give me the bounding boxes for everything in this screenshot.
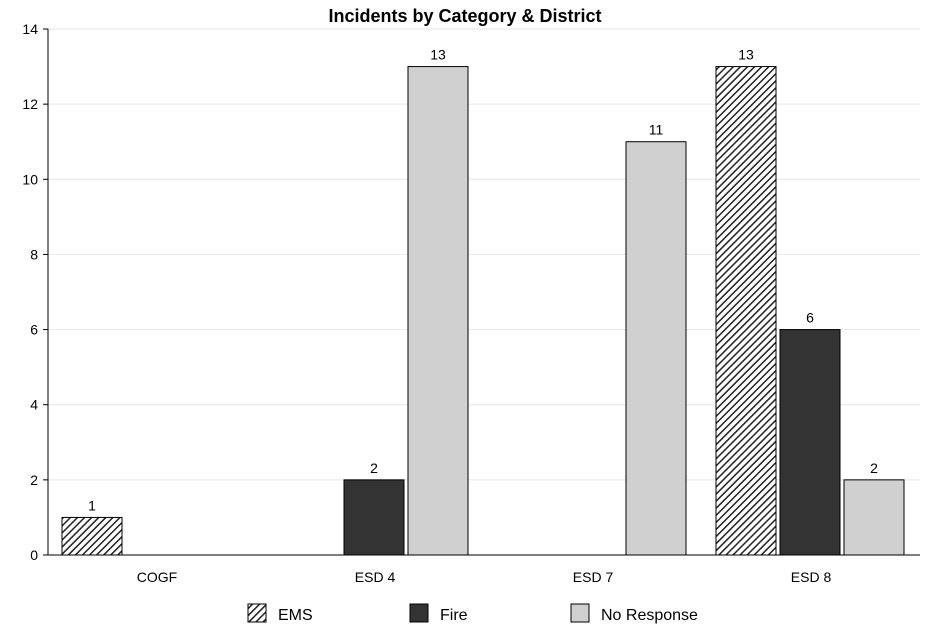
legend-label: Fire xyxy=(440,607,468,624)
legend-swatch-ems xyxy=(247,603,267,623)
bar-no-response xyxy=(843,479,905,556)
y-tick-label: 14 xyxy=(22,21,38,37)
legend-label: No Response xyxy=(601,607,698,624)
legend-swatch-fire xyxy=(409,603,429,623)
bar-no-response xyxy=(407,66,469,556)
y-tick-label: 6 xyxy=(30,322,38,338)
bar-fire xyxy=(779,329,841,556)
data-label: 6 xyxy=(806,310,814,326)
y-tick-label: 2 xyxy=(30,472,38,488)
x-tick-label: COGF xyxy=(137,569,177,585)
bars xyxy=(61,66,905,556)
bar-ems xyxy=(715,66,777,556)
y-tick-label: 4 xyxy=(30,397,38,413)
axes xyxy=(47,29,920,556)
data-label: 11 xyxy=(649,122,664,138)
data-label: 1 xyxy=(88,497,96,513)
data-label: 2 xyxy=(370,460,378,476)
bar-ems xyxy=(61,516,123,556)
x-axis-ticks: COGF ESD 4 ESD 7 ESD 8 xyxy=(137,569,832,585)
legend: EMS Fire No Response xyxy=(247,603,698,624)
legend-swatch-no-response xyxy=(570,603,590,623)
chart-title: Incidents by Category & District xyxy=(328,6,601,26)
y-tick-label: 0 xyxy=(30,547,38,563)
legend-label: EMS xyxy=(278,607,313,624)
x-tick-label: ESD 7 xyxy=(573,569,614,585)
data-label: 13 xyxy=(430,47,446,63)
y-tick-label: 10 xyxy=(22,171,38,187)
y-axis-ticks: 0 2 4 6 8 10 12 14 xyxy=(22,21,48,563)
data-labels: 1 2 13 11 13 6 2 xyxy=(88,47,878,514)
y-tick-label: 8 xyxy=(30,246,38,262)
x-tick-label: ESD 4 xyxy=(355,569,396,585)
bar-fire xyxy=(343,479,405,556)
bar-no-response xyxy=(625,141,687,556)
x-tick-label: ESD 8 xyxy=(791,569,832,585)
data-label: 2 xyxy=(870,460,878,476)
data-label: 13 xyxy=(738,47,754,63)
y-tick-label: 12 xyxy=(22,96,38,112)
gridlines xyxy=(48,28,920,481)
